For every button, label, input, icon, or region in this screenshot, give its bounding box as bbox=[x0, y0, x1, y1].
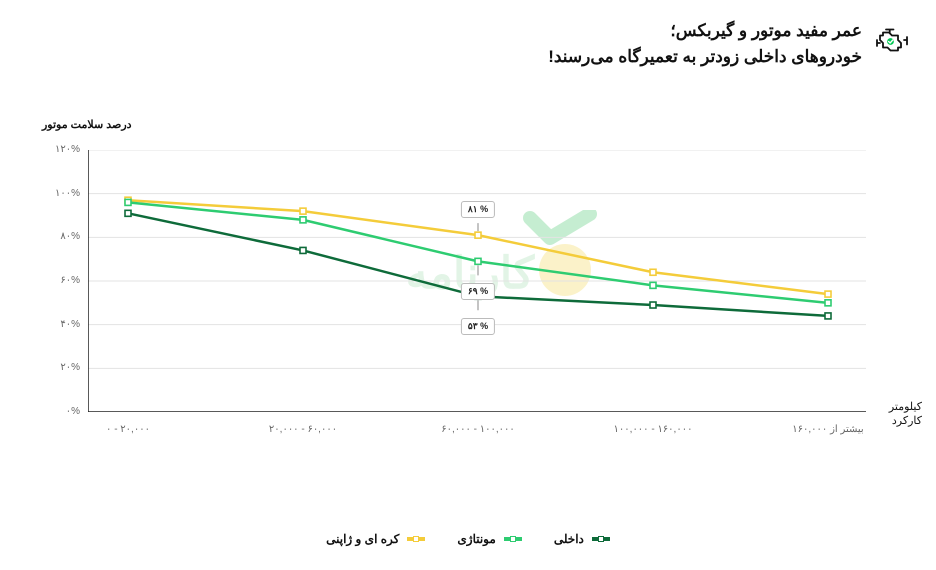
page-header: عمر مفید موتور و گیربکس؛ خودروهای داخلی … bbox=[548, 18, 910, 69]
x-tick-label: ۲۰,۰۰۰ - ۶۰,۰۰۰ bbox=[269, 424, 337, 435]
x-axis-title: کیلومترکارکرد bbox=[889, 400, 922, 429]
value-callout: ۶۹ % bbox=[461, 283, 495, 300]
value-callout: ۸۱ % bbox=[461, 201, 495, 218]
value-callout: ۵۳ % bbox=[461, 318, 495, 335]
x-tick-label: ۶۰,۰۰۰ - ۱۰۰,۰۰۰ bbox=[441, 424, 515, 435]
legend-swatch bbox=[504, 537, 522, 541]
legend-item-assembled: مونتاژی bbox=[457, 532, 521, 546]
chart-svg bbox=[88, 150, 866, 412]
title-line-2: خودروهای داخلی زودتر به تعمیرگاه می‌رسند… bbox=[548, 44, 862, 70]
line-chart bbox=[88, 150, 866, 412]
y-tick-label: ۸۰% bbox=[46, 231, 80, 242]
y-tick-label: ۱۰۰% bbox=[46, 188, 80, 199]
legend-item-domestic: داخلی bbox=[554, 532, 610, 546]
y-tick-label: ۴۰% bbox=[46, 319, 80, 330]
x-tick-label: ۱۰۰,۰۰۰ - ۱۶۰,۰۰۰ bbox=[614, 424, 693, 435]
legend-item-korean_japanese: کره ای و ژاپنی bbox=[326, 532, 425, 546]
legend-label: کره ای و ژاپنی bbox=[326, 532, 399, 546]
title-line-1: عمر مفید موتور و گیربکس؛ bbox=[548, 18, 862, 44]
legend-label: داخلی bbox=[554, 532, 584, 546]
x-tick-label: ۰ - ۲۰,۰۰۰ bbox=[106, 424, 150, 435]
engine-icon bbox=[874, 22, 910, 58]
y-tick-label: ۲۰% bbox=[46, 362, 80, 373]
y-axis-title: درصد سلامت موتور bbox=[42, 118, 132, 131]
x-tick-label: بیشتر از ۱۶۰,۰۰۰ bbox=[792, 424, 863, 435]
y-tick-label: ۱۲۰% bbox=[46, 144, 80, 155]
y-tick-label: ۶۰% bbox=[46, 275, 80, 286]
legend-swatch bbox=[592, 537, 610, 541]
title-block: عمر مفید موتور و گیربکس؛ خودروهای داخلی … bbox=[548, 18, 862, 69]
legend-swatch bbox=[407, 537, 425, 541]
legend-label: مونتاژی bbox=[457, 532, 495, 546]
legend: کره ای و ژاپنی مونتاژی داخلی bbox=[0, 532, 936, 546]
y-tick-label: ۰% bbox=[46, 406, 80, 417]
